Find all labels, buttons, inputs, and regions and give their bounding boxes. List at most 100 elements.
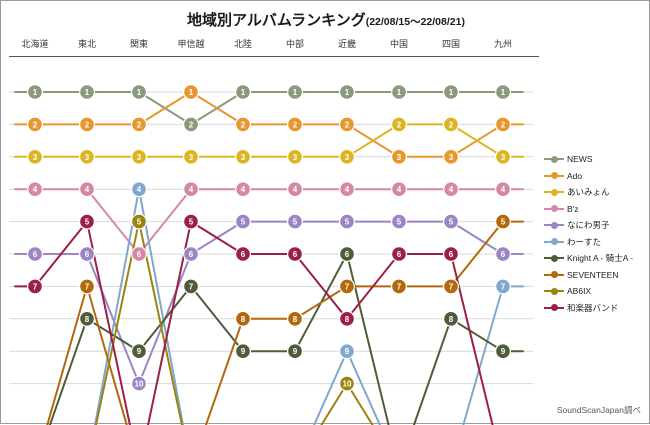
data-point[interactable]: 6 — [131, 246, 148, 263]
data-point[interactable]: 5 — [235, 213, 252, 230]
data-point[interactable]: 6 — [391, 246, 408, 263]
data-point[interactable]: 2 — [183, 116, 200, 133]
data-point[interactable]: 4 — [78, 181, 95, 198]
data-point[interactable]: 3 — [339, 148, 356, 165]
data-point[interactable]: 2 — [235, 116, 252, 133]
legend-item-2[interactable]: Ado — [544, 168, 650, 185]
data-point-marker — [131, 343, 148, 360]
data-point[interactable]: 7 — [78, 278, 95, 295]
data-point[interactable]: 1 — [391, 84, 408, 101]
data-point[interactable]: 2 — [495, 116, 512, 133]
data-point[interactable]: 9 — [339, 343, 356, 360]
data-point[interactable]: 8 — [78, 310, 95, 327]
series-line-6 — [93, 188, 140, 425]
data-point[interactable]: 2 — [287, 116, 304, 133]
data-point[interactable]: 6 — [495, 246, 512, 263]
data-point[interactable]: 4 — [183, 181, 200, 198]
data-point[interactable]: 2 — [391, 116, 408, 133]
legend-item-7[interactable]: Knight A - 騎士A - — [544, 250, 650, 267]
data-point[interactable]: 3 — [495, 148, 512, 165]
data-point[interactable]: 6 — [183, 246, 200, 263]
data-point[interactable]: 1 — [183, 84, 200, 101]
data-point[interactable]: 2 — [339, 116, 356, 133]
data-point[interactable]: 4 — [339, 181, 356, 198]
data-point[interactable]: 1 — [443, 84, 460, 101]
data-point[interactable]: 9 — [287, 343, 304, 360]
data-point[interactable]: 1 — [495, 84, 512, 101]
data-point[interactable]: 4 — [495, 181, 512, 198]
data-point[interactable]: 3 — [131, 148, 148, 165]
data-point[interactable]: 10 — [339, 375, 356, 392]
data-point[interactable]: 9 — [495, 343, 512, 360]
data-point[interactable]: 4 — [235, 181, 252, 198]
data-point[interactable]: 6 — [27, 246, 44, 263]
data-point[interactable]: 5 — [131, 213, 148, 230]
data-point[interactable]: 3 — [183, 148, 200, 165]
data-point[interactable]: 5 — [183, 213, 200, 230]
data-point[interactable]: 4 — [131, 181, 148, 198]
data-point[interactable]: 2 — [27, 116, 44, 133]
data-point[interactable]: 8 — [287, 310, 304, 327]
data-point[interactable]: 7 — [27, 278, 44, 295]
data-point[interactable]: 1 — [78, 84, 95, 101]
legend-item-1[interactable]: NEWS — [544, 151, 650, 168]
data-point-marker — [495, 116, 512, 133]
data-point[interactable]: 7 — [495, 278, 512, 295]
data-point[interactable]: 5 — [391, 213, 408, 230]
data-point[interactable]: 1 — [287, 84, 304, 101]
data-point-marker — [443, 148, 460, 165]
legend-item-9[interactable]: AB6IX — [544, 283, 650, 300]
legend-marker-icon — [544, 204, 564, 214]
data-point[interactable]: 6 — [339, 246, 356, 263]
data-point[interactable]: 4 — [443, 181, 460, 198]
data-point[interactable]: 9 — [235, 343, 252, 360]
data-point[interactable]: 7 — [183, 278, 200, 295]
data-point[interactable]: 10 — [131, 375, 148, 392]
data-point[interactable]: 1 — [339, 84, 356, 101]
series-line-5 — [450, 220, 504, 255]
data-point[interactable]: 8 — [443, 310, 460, 327]
data-point[interactable]: 3 — [287, 148, 304, 165]
data-point[interactable]: 3 — [78, 148, 95, 165]
data-point[interactable]: 2 — [78, 116, 95, 133]
data-point[interactable]: 2 — [131, 116, 148, 133]
data-point[interactable]: 3 — [443, 148, 460, 165]
data-point[interactable]: 4 — [287, 181, 304, 198]
data-point[interactable]: 8 — [339, 310, 356, 327]
data-point[interactable]: 2 — [443, 116, 460, 133]
data-point[interactable]: 1 — [27, 84, 44, 101]
data-point[interactable]: 5 — [443, 213, 460, 230]
legend-item-10[interactable]: 和楽器バンド — [544, 300, 650, 317]
data-point[interactable]: 4 — [391, 181, 408, 198]
legend-item-4[interactable]: B'z — [544, 201, 650, 218]
legend-label: あいみょん — [567, 187, 610, 198]
legend-item-5[interactable]: なにわ男子 — [544, 217, 650, 234]
legend-item-3[interactable]: あいみょん — [544, 184, 650, 201]
data-point[interactable]: 7 — [339, 278, 356, 295]
data-point[interactable]: 8 — [235, 310, 252, 327]
data-point[interactable]: 4 — [27, 181, 44, 198]
data-point[interactable]: 1 — [131, 84, 148, 101]
data-point[interactable]: 9 — [131, 343, 148, 360]
data-point[interactable]: 5 — [78, 213, 95, 230]
legend-item-8[interactable]: SEVENTEEN — [544, 267, 650, 284]
legend-item-6[interactable]: わーすた — [544, 234, 650, 251]
data-point[interactable]: 3 — [235, 148, 252, 165]
data-point-rank-label: 3 — [397, 153, 402, 162]
data-point-rank-label: 3 — [189, 153, 194, 162]
data-point[interactable]: 3 — [391, 148, 408, 165]
data-point[interactable]: 1 — [235, 84, 252, 101]
data-point[interactable]: 6 — [287, 246, 304, 263]
data-point[interactable]: 6 — [235, 246, 252, 263]
data-point-marker — [443, 213, 460, 230]
data-point-marker — [391, 278, 408, 295]
data-point[interactable]: 7 — [391, 278, 408, 295]
data-point[interactable]: 3 — [27, 148, 44, 165]
data-point[interactable]: 6 — [443, 246, 460, 263]
data-point[interactable]: 5 — [495, 213, 512, 230]
data-point[interactable]: 5 — [339, 213, 356, 230]
data-point[interactable]: 5 — [287, 213, 304, 230]
data-point-rank-label: 6 — [137, 250, 142, 259]
data-point[interactable]: 6 — [78, 246, 95, 263]
data-point[interactable]: 7 — [443, 278, 460, 295]
